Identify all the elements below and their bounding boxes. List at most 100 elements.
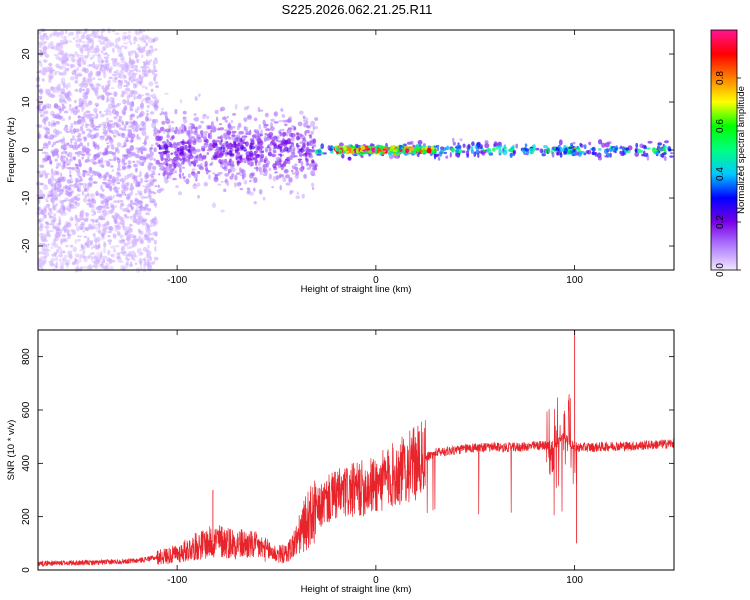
heatmap-cell xyxy=(243,117,248,122)
heatmap-cell xyxy=(419,150,423,153)
heatmap-cell xyxy=(135,55,138,59)
heatmap-cell xyxy=(155,85,159,89)
heatmap-cell xyxy=(89,167,93,172)
heatmap-cell xyxy=(139,155,145,161)
heatmap-cell xyxy=(120,94,125,98)
heatmap-cell xyxy=(583,152,587,156)
heatmap-cell xyxy=(457,148,463,154)
heatmap-cell xyxy=(203,181,208,187)
heatmap-cell xyxy=(312,166,318,171)
heatmap-cell xyxy=(84,55,89,60)
heatmap-cell xyxy=(117,48,122,54)
heatmap-cell xyxy=(297,121,303,127)
heatmap-cell xyxy=(131,100,134,107)
heatmap-cell xyxy=(70,190,74,194)
heatmap-cell xyxy=(64,197,70,201)
heatmap-cell xyxy=(60,65,66,70)
heatmap-cell xyxy=(247,160,250,165)
heatmap-cell xyxy=(228,122,231,129)
heatmap-cell xyxy=(297,150,301,154)
heatmap-cell xyxy=(66,205,70,210)
heatmap-cell xyxy=(81,104,86,110)
heatmap-cell xyxy=(60,77,66,83)
heatmap-cell xyxy=(320,151,324,155)
heatmap-cell xyxy=(60,250,66,254)
heatmap-cell xyxy=(664,155,667,162)
heatmap-cell xyxy=(374,148,378,154)
heatmap-cell xyxy=(234,138,238,142)
heatmap-cell xyxy=(53,213,57,217)
heatmap-cell xyxy=(139,172,142,177)
heatmap-cell xyxy=(87,199,91,202)
heatmap-cell xyxy=(139,239,144,244)
heatmap-cell xyxy=(281,114,286,118)
heatmap-cell xyxy=(92,208,95,215)
heatmap-cell xyxy=(132,202,136,206)
heatmap-cell xyxy=(130,182,133,187)
heatmap-cell xyxy=(305,161,309,167)
heatmap-cell xyxy=(122,74,126,77)
heatmap-cell xyxy=(294,163,298,167)
heatmap-cell xyxy=(58,131,63,134)
heatmap-cell xyxy=(103,223,107,227)
heatmap-cell xyxy=(551,151,555,158)
heatmap-cell xyxy=(492,147,496,152)
heatmap-cell xyxy=(38,95,43,100)
heatmap-cell xyxy=(225,162,229,165)
heatmap-cell xyxy=(209,163,213,166)
heatmap-cell xyxy=(65,93,71,100)
heatmap-cell xyxy=(290,142,295,148)
heatmap-cell xyxy=(87,185,91,189)
heatmap-cell xyxy=(53,190,58,196)
heatmap-cell xyxy=(283,143,287,150)
heatmap-cell xyxy=(68,144,74,149)
heatmap-cell xyxy=(128,227,133,233)
heatmap-cell xyxy=(252,176,258,183)
heatmap-cell xyxy=(65,244,69,248)
heatmap-cell xyxy=(228,127,233,131)
heatmap-cell xyxy=(191,168,196,171)
heatmap-cell xyxy=(249,191,254,196)
heatmap-cell xyxy=(222,135,226,138)
heatmap-cell xyxy=(137,190,143,193)
heatmap-cell xyxy=(46,155,52,161)
heatmap-cell xyxy=(61,59,66,65)
heatmap-cell xyxy=(389,150,393,156)
heatmap-cell xyxy=(95,236,101,242)
y-tick-label: -10 xyxy=(21,190,32,205)
heatmap-cell xyxy=(134,210,138,215)
heatmap-cell xyxy=(149,100,155,106)
heatmap-cell xyxy=(220,209,225,213)
heatmap-cell xyxy=(136,248,140,254)
heatmap-cell xyxy=(97,231,102,235)
heatmap-cell xyxy=(42,258,47,265)
heatmap-cell xyxy=(49,176,55,182)
heatmap-cell xyxy=(118,127,124,131)
heatmap-cell xyxy=(79,125,84,132)
heatmap-cell xyxy=(83,172,86,178)
colorbar: 0.0 0.2 0.4 0.6 0.8 Normalized spectral ampl… xyxy=(710,29,747,277)
heatmap-cell xyxy=(66,162,69,167)
heatmap-cell xyxy=(154,105,159,110)
heatmap-cell xyxy=(150,144,154,147)
heatmap-cell xyxy=(163,157,169,160)
heatmap-cell xyxy=(110,245,116,249)
heatmap-cell xyxy=(81,81,84,85)
heatmap-cell xyxy=(161,107,164,111)
heatmap-cell xyxy=(116,149,121,154)
heatmap-cell xyxy=(43,237,46,241)
heatmap-cell xyxy=(306,141,310,147)
heatmap-cell xyxy=(182,166,185,169)
heatmap-cell xyxy=(264,112,269,118)
spectrogram-y-label: Frequency (Hz) xyxy=(6,117,17,182)
heatmap-cell xyxy=(129,41,133,46)
heatmap-cell xyxy=(289,155,294,161)
heatmap-cell xyxy=(154,245,157,252)
heatmap-cell xyxy=(43,72,47,76)
heatmap-cell xyxy=(129,199,134,205)
heatmap-cell xyxy=(268,167,272,172)
heatmap-cell xyxy=(143,259,147,266)
heatmap-cell xyxy=(119,239,125,244)
heatmap-cell xyxy=(249,150,254,157)
heatmap-cell xyxy=(53,29,57,35)
